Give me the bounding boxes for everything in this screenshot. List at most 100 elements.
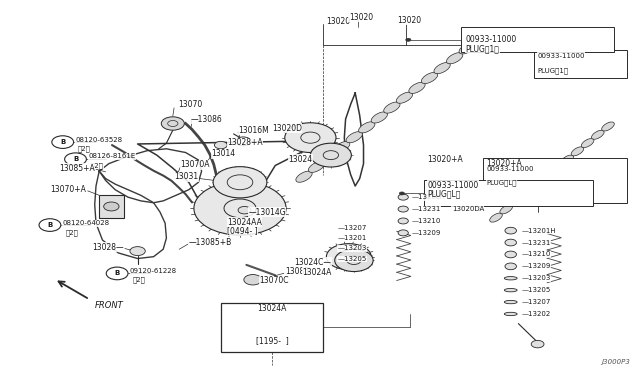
Text: 13024C—: 13024C— [294, 258, 332, 267]
Text: 13031: 13031 [174, 172, 198, 181]
Text: 13020D: 13020D [272, 124, 302, 133]
Text: 13024A: 13024A [257, 304, 287, 313]
Circle shape [104, 202, 119, 211]
Text: 13020+A: 13020+A [428, 155, 463, 164]
Text: 08126-8161E: 08126-8161E [88, 153, 136, 159]
Ellipse shape [581, 138, 594, 148]
Text: [0494- ]: [0494- ] [227, 226, 258, 235]
Text: 13020: 13020 [397, 16, 421, 25]
Circle shape [399, 192, 404, 195]
Ellipse shape [346, 132, 362, 143]
Text: —13209: —13209 [522, 263, 551, 269]
Ellipse shape [504, 312, 517, 315]
Text: —1320LH: —1320LH [412, 194, 445, 200]
Text: 13014: 13014 [211, 149, 236, 158]
Text: —13014G: —13014G [248, 208, 286, 217]
Text: 09120-61228: 09120-61228 [130, 268, 177, 274]
Text: 13020: 13020 [349, 13, 373, 22]
Text: 13028—: 13028— [92, 243, 124, 252]
Circle shape [130, 247, 145, 256]
Text: 13070C: 13070C [259, 276, 289, 285]
Text: 00933-11000: 00933-11000 [538, 53, 585, 59]
Text: —13209: —13209 [412, 230, 441, 236]
Text: —13202: —13202 [522, 311, 551, 317]
Text: —13085+B: —13085+B [189, 238, 232, 247]
Text: 00933-11000: 00933-11000 [428, 181, 479, 190]
Text: PLUG（L）: PLUG（L） [486, 180, 517, 186]
Text: 00933-11000: 00933-11000 [465, 35, 516, 44]
Ellipse shape [602, 122, 614, 131]
Text: （2）: （2） [78, 145, 91, 152]
Text: （2）: （2） [132, 276, 145, 283]
Text: ＜2＞: ＜2＞ [91, 162, 104, 169]
Ellipse shape [531, 180, 543, 189]
Circle shape [285, 123, 336, 153]
Circle shape [335, 249, 373, 272]
Text: PLUG（L）: PLUG（L） [428, 190, 461, 199]
Circle shape [531, 340, 544, 348]
Text: —13207: —13207 [337, 225, 367, 231]
Bar [424, 180, 593, 206]
Circle shape [505, 227, 516, 234]
Ellipse shape [371, 112, 387, 123]
Ellipse shape [490, 213, 502, 222]
Ellipse shape [500, 205, 513, 214]
Circle shape [310, 143, 351, 167]
Ellipse shape [296, 171, 312, 182]
Text: —13201H: —13201H [522, 228, 556, 234]
Text: FRONT: FRONT [95, 301, 124, 310]
Text: J3000P3: J3000P3 [602, 359, 630, 365]
Circle shape [161, 117, 184, 130]
Ellipse shape [571, 147, 584, 156]
Text: 13016M: 13016M [238, 126, 269, 135]
Ellipse shape [447, 53, 463, 64]
Ellipse shape [504, 289, 517, 292]
Text: 08120-64028: 08120-64028 [63, 220, 110, 226]
Text: 13024AA: 13024AA [227, 218, 262, 227]
Text: —13231: —13231 [412, 206, 441, 212]
Text: B: B [47, 222, 52, 228]
Text: PLUG（1）: PLUG（1） [538, 67, 569, 74]
Text: 00933-11000: 00933-11000 [486, 166, 534, 172]
Ellipse shape [459, 43, 476, 54]
Text: B: B [73, 156, 78, 162]
Circle shape [398, 218, 408, 224]
Text: —13086: —13086 [191, 115, 223, 124]
Text: 13020+A: 13020+A [486, 159, 522, 168]
Text: 08120-63528: 08120-63528 [76, 137, 123, 142]
Ellipse shape [510, 196, 523, 206]
Circle shape [238, 206, 251, 214]
Ellipse shape [358, 122, 375, 133]
Text: 13085+A: 13085+A [59, 164, 95, 173]
Circle shape [244, 275, 262, 285]
Bar [483, 158, 627, 203]
Ellipse shape [333, 141, 350, 153]
Text: 13070: 13070 [178, 100, 202, 109]
Text: —13205: —13205 [337, 256, 367, 262]
Ellipse shape [541, 171, 553, 181]
Ellipse shape [504, 300, 517, 304]
Circle shape [398, 230, 408, 236]
Circle shape [326, 244, 371, 270]
Text: 13024: 13024 [288, 155, 312, 164]
Bar [534, 50, 627, 78]
Text: —13231: —13231 [522, 240, 551, 246]
Text: —13203: —13203 [337, 246, 367, 251]
Bar [221, 303, 323, 352]
Circle shape [194, 182, 286, 235]
Ellipse shape [409, 82, 425, 93]
Text: —13203: —13203 [522, 275, 551, 281]
Ellipse shape [520, 188, 533, 197]
Text: 13024A: 13024A [302, 268, 332, 277]
Circle shape [505, 239, 516, 246]
Text: 13085: 13085 [285, 267, 309, 276]
Bar [461, 27, 614, 52]
Text: [1195-  ]: [1195- ] [255, 336, 289, 345]
Text: B: B [115, 270, 120, 276]
Text: —13210: —13210 [522, 251, 551, 257]
Ellipse shape [591, 130, 604, 139]
Text: B: B [60, 139, 65, 145]
Ellipse shape [321, 151, 337, 163]
Text: —13201: —13201 [337, 235, 367, 241]
Circle shape [398, 206, 408, 212]
